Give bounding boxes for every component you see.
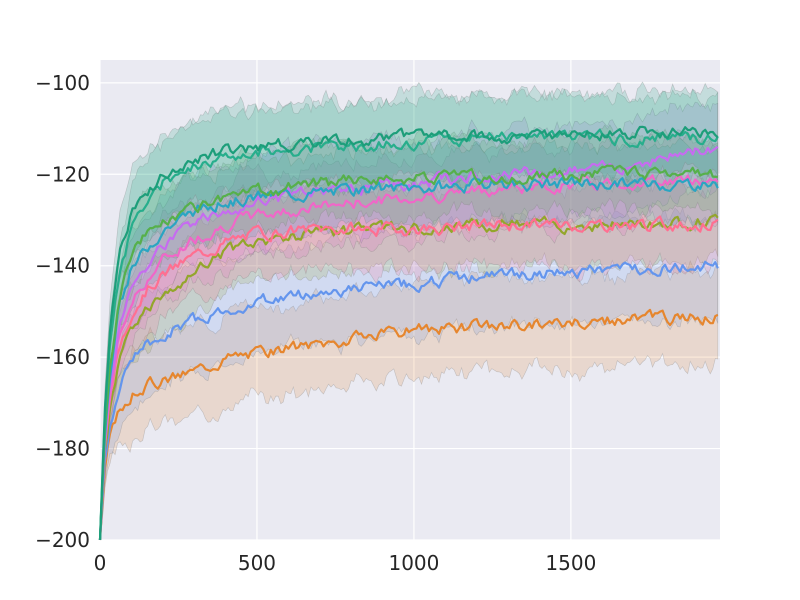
series-line-7 [98, 164, 718, 541]
x-tick-label: 500 [238, 551, 276, 575]
y-tick-label: −120 [35, 162, 90, 186]
y-tick-label: −100 [35, 71, 90, 95]
series-line-9 [98, 125, 719, 541]
series-lines [98, 125, 719, 541]
y-tick-label: −140 [35, 254, 90, 278]
y-tick-label: −160 [35, 345, 90, 369]
series-band-6 [99, 136, 719, 541]
confidence-bands [99, 81, 719, 541]
series-line-6 [98, 176, 719, 541]
series-line-1 [98, 260, 719, 541]
series-line-3 [98, 215, 719, 541]
series-band-7 [99, 124, 719, 541]
series-band-3 [99, 171, 719, 541]
x-tick-label: 1000 [388, 551, 439, 575]
series-line-0 [98, 308, 719, 541]
series-band-0 [99, 260, 719, 541]
y-tick-label: −180 [35, 437, 90, 461]
series-band-4 [99, 129, 719, 541]
series-line-8 [98, 128, 719, 541]
x-tick-label: 0 [94, 551, 107, 575]
series-band-8 [99, 85, 719, 541]
y-tick-label: −200 [35, 528, 90, 552]
y-axis-ticks: −200 −180 −160 −140 −120 −100 [35, 71, 90, 552]
x-tick-label: 1500 [545, 551, 596, 575]
x-axis-ticks: 0 500 1000 1500 [94, 551, 597, 575]
series-band-1 [99, 207, 719, 541]
